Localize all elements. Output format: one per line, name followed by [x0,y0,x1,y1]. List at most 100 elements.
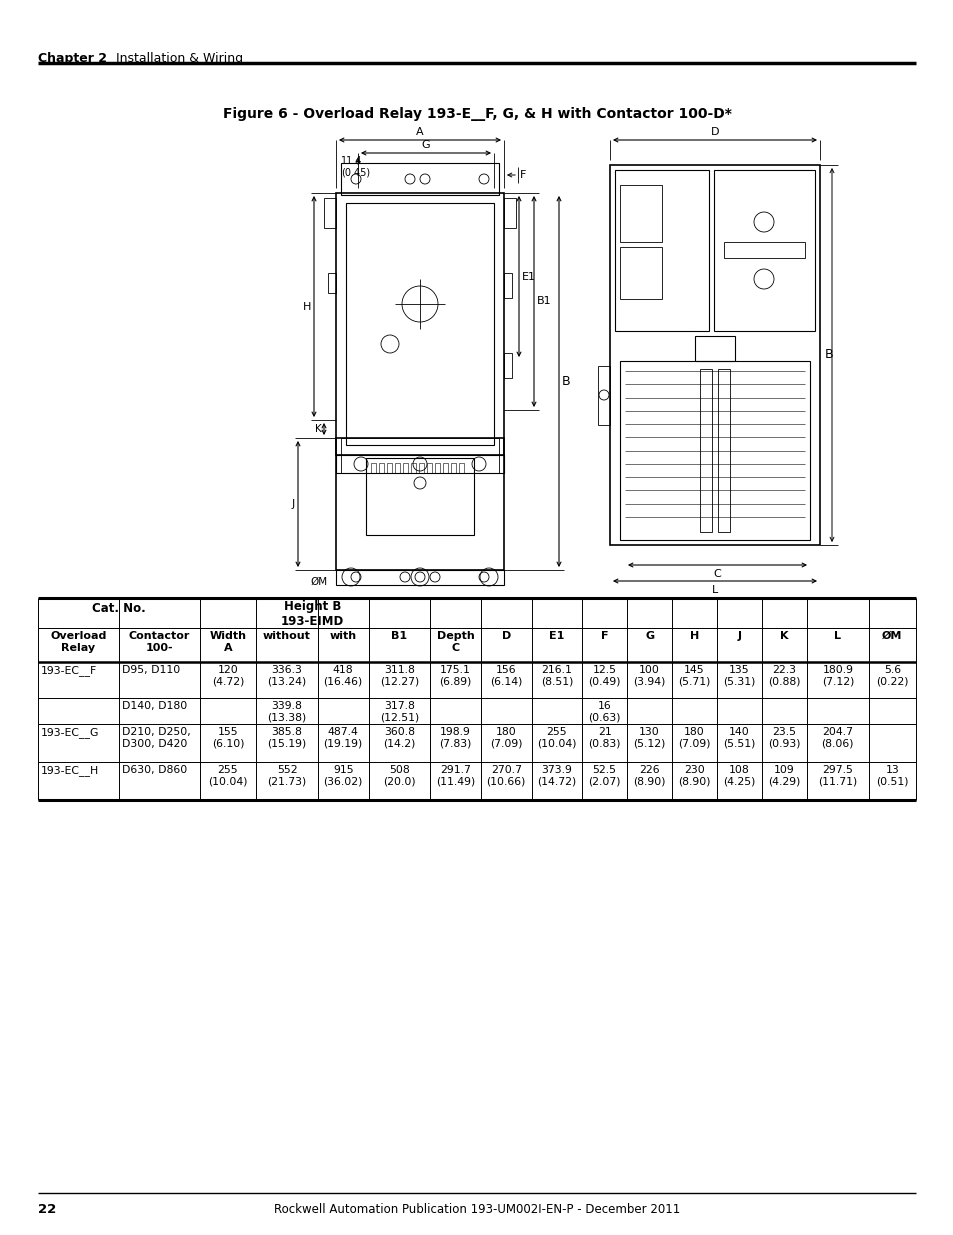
Text: G: G [644,631,654,641]
Bar [340,163,498,195]
Bar [387,463,392,473]
Text: 198.9
(7.83): 198.9 (7.83) [439,727,472,748]
Text: J: J [292,499,294,509]
Text: 508
(20.0): 508 (20.0) [383,764,416,787]
Text: G: G [421,140,430,149]
Text: D: D [710,127,719,137]
Text: A: A [416,127,423,137]
Text: C: C [713,569,720,579]
Text: Depth
C: Depth C [436,631,474,652]
Text: 216.1
(8.51): 216.1 (8.51) [540,664,573,687]
Text: J: J [737,631,740,641]
Text: 108
(4.25): 108 (4.25) [722,764,755,787]
Bar [619,185,661,242]
Bar [371,463,375,473]
Text: 297.5
(11.71): 297.5 (11.71) [818,764,857,787]
Text: Overload
Relay: Overload Relay [51,631,107,652]
Text: Height B
193-EIMD: Height B 193-EIMD [280,600,344,629]
Bar [324,198,335,228]
Bar [598,366,609,425]
Bar [695,336,734,361]
Text: ØM: ØM [311,577,328,587]
Text: 13
(0.51): 13 (0.51) [875,764,907,787]
Text: 317.8
(12.51): 317.8 (12.51) [379,701,418,722]
Text: 156
(6.14): 156 (6.14) [490,664,522,687]
Text: 16
(0.63): 16 (0.63) [588,701,620,722]
Text: 291.7
(11.49): 291.7 (11.49) [436,764,475,787]
Text: 373.9
(14.72): 373.9 (14.72) [537,764,576,787]
Bar [335,438,503,571]
Text: 360.8
(14.2): 360.8 (14.2) [383,727,416,748]
Text: 52.5
(2.07): 52.5 (2.07) [588,764,620,787]
Text: 12.5
(0.49): 12.5 (0.49) [588,664,620,687]
Text: 255
(10.04): 255 (10.04) [208,764,248,787]
Bar [723,242,804,258]
Text: D630, D860: D630, D860 [122,764,187,776]
Bar [451,463,456,473]
Text: 22.3
(0.88): 22.3 (0.88) [767,664,800,687]
Text: 130
(5.12): 130 (5.12) [633,727,665,748]
Bar [615,170,708,331]
Bar [503,198,516,228]
Bar [619,247,661,299]
Text: 100
(3.94): 100 (3.94) [633,664,665,687]
Bar [503,353,512,378]
Text: 336.3
(13.24): 336.3 (13.24) [267,664,306,687]
Bar [378,463,384,473]
Bar [458,463,463,473]
Text: Width
A: Width A [210,631,246,652]
Text: 180.9
(7.12): 180.9 (7.12) [821,664,853,687]
Text: B: B [824,348,833,362]
Text: 140
(5.51): 140 (5.51) [722,727,755,748]
Text: Contactor
100-: Contactor 100- [129,631,190,652]
Text: F: F [600,631,608,641]
Bar [335,571,503,585]
Text: 11.4
(0.45): 11.4 (0.45) [340,156,370,178]
Bar [718,369,729,532]
Text: L: L [711,585,718,595]
Bar [402,463,408,473]
Text: 23.5
(0.93): 23.5 (0.93) [767,727,800,748]
Text: 155
(6.10): 155 (6.10) [212,727,244,748]
Bar [366,458,474,535]
Text: 255
(10.04): 255 (10.04) [537,727,576,748]
Text: E1: E1 [521,272,536,282]
Text: 552
(21.73): 552 (21.73) [267,764,306,787]
Text: 21
(0.83): 21 (0.83) [588,727,620,748]
Bar [503,273,512,298]
Bar [427,463,432,473]
Text: 418
(16.46): 418 (16.46) [323,664,362,687]
Text: 915
(36.02): 915 (36.02) [323,764,362,787]
Bar [335,454,503,473]
Bar [335,193,503,454]
Text: H: H [302,301,311,311]
Text: with: with [330,631,356,641]
Text: 487.4
(19.19): 487.4 (19.19) [323,727,362,748]
Text: without: without [263,631,311,641]
Text: 109
(4.29): 109 (4.29) [767,764,800,787]
Text: 339.8
(13.38): 339.8 (13.38) [267,701,306,722]
Bar [418,463,423,473]
Bar [442,463,448,473]
Text: D95, D110: D95, D110 [122,664,180,676]
Text: 193-EC__H: 193-EC__H [41,764,99,776]
Text: 175.1
(6.89): 175.1 (6.89) [439,664,472,687]
Text: 5.6
(0.22): 5.6 (0.22) [875,664,907,687]
Text: ØM: ØM [882,631,902,641]
Text: D140, D180: D140, D180 [122,701,187,711]
Bar [435,463,439,473]
Text: 385.8
(15.19): 385.8 (15.19) [267,727,306,748]
Text: 135
(5.31): 135 (5.31) [722,664,755,687]
Bar [395,463,399,473]
Text: H: H [689,631,699,641]
Text: Cat. No.: Cat. No. [92,601,146,615]
Text: 145
(5.71): 145 (5.71) [678,664,710,687]
Text: 204.7
(8.06): 204.7 (8.06) [821,727,853,748]
Text: 226
(8.90): 226 (8.90) [633,764,665,787]
Text: Chapter 2: Chapter 2 [38,52,107,65]
Text: 180
(7.09): 180 (7.09) [490,727,522,748]
Text: 230
(8.90): 230 (8.90) [678,764,710,787]
Text: F: F [519,170,526,180]
Text: D210, D250,
D300, D420: D210, D250, D300, D420 [122,727,191,748]
Text: 311.8
(12.27): 311.8 (12.27) [379,664,418,687]
